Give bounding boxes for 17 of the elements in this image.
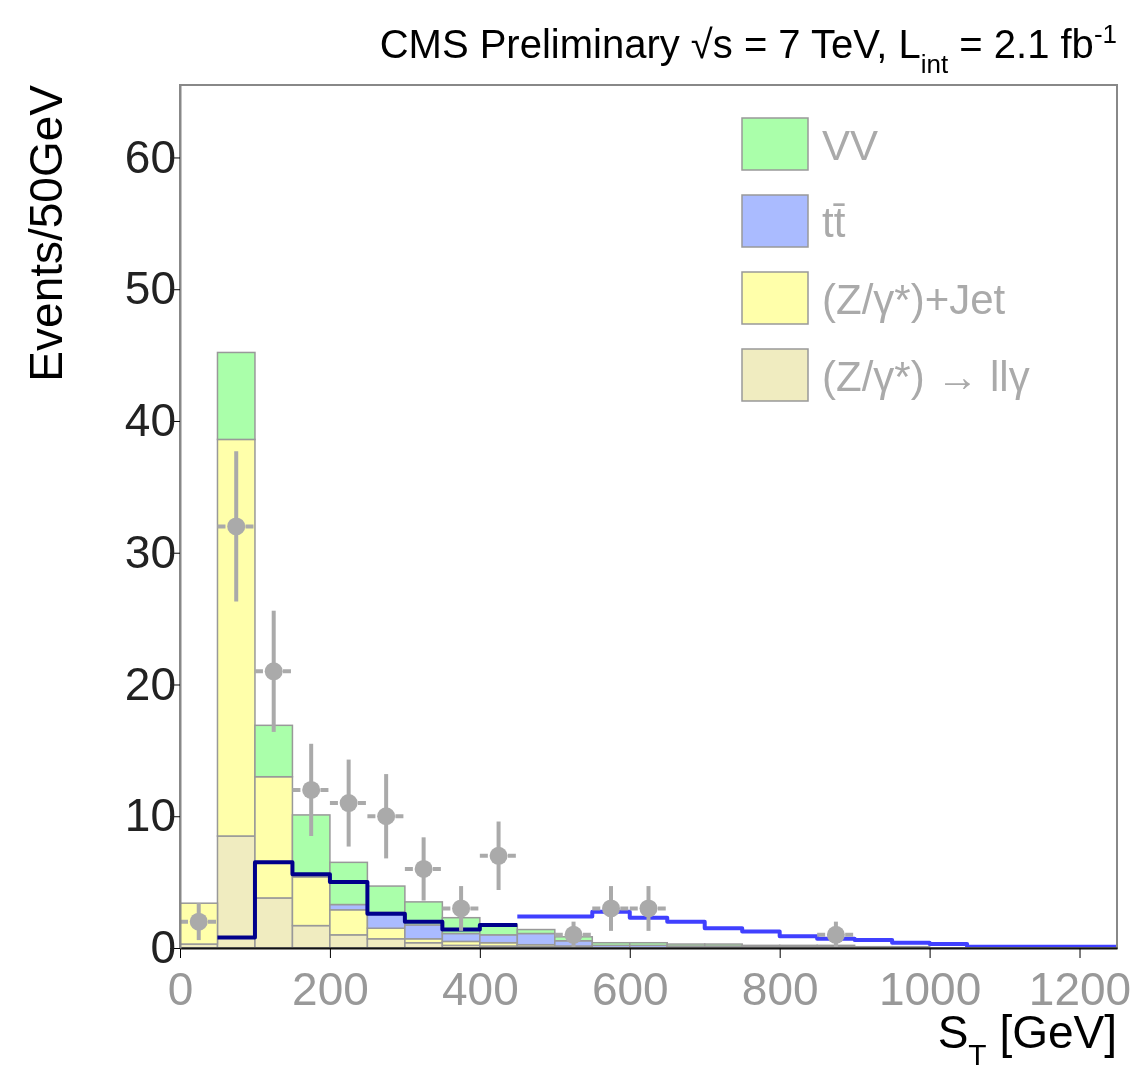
x-tick-label: 600 (591, 962, 669, 1015)
x-tick-label: 800 (741, 962, 819, 1015)
y-tick-label: 20 (124, 657, 176, 710)
y-tick-label: 50 (124, 262, 176, 315)
y-tick-label: 30 (124, 525, 176, 578)
y-tick-label: 10 (124, 789, 176, 842)
chart-title: CMS Preliminary √s = 7 TeV, L$_{int}$ = 2.1 fb$^{-1}$ (379, 19, 1117, 79)
legend-label: (Z/γ*)+Jet (822, 276, 1006, 323)
y-tick-label: 40 (124, 394, 176, 447)
legend-label: (Z/γ*) → llγ (822, 353, 1030, 400)
legend-label: tt̄ (822, 199, 846, 246)
y-tick-label: 60 (124, 130, 176, 183)
x-tick-label: 400 (441, 962, 519, 1015)
y-tick-label: 0 (150, 921, 176, 974)
legend-label: VV (822, 122, 879, 169)
y-axis-title: Events/50GeV (20, 84, 72, 382)
x-tick-label: 200 (292, 962, 369, 1015)
